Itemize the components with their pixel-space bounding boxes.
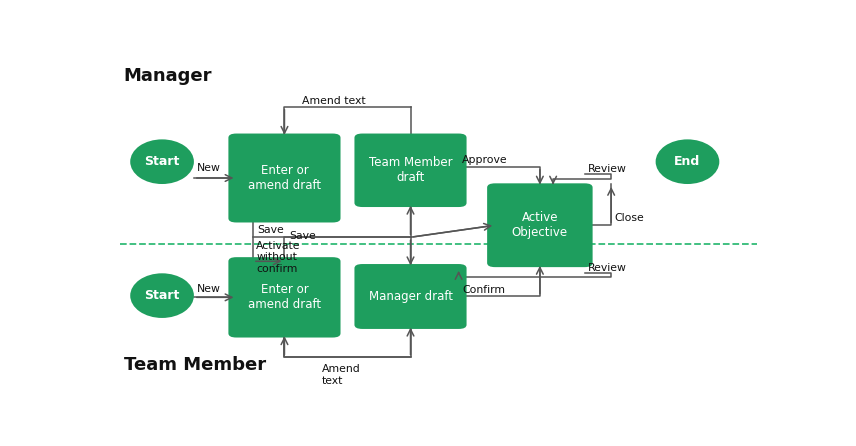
Text: Review: Review xyxy=(588,164,627,173)
Text: Amend text: Amend text xyxy=(302,95,366,106)
Text: Activate
without
confirm: Activate without confirm xyxy=(256,241,300,274)
Text: Amend
text: Amend text xyxy=(322,364,360,386)
Text: Team Member: Team Member xyxy=(123,356,265,374)
Text: Save: Save xyxy=(258,225,284,235)
Text: New: New xyxy=(197,163,221,173)
Text: Start: Start xyxy=(145,155,180,168)
Text: Enter or
amend draft: Enter or amend draft xyxy=(248,164,321,192)
Text: Team Member
draft: Team Member draft xyxy=(369,156,452,184)
Text: Approve: Approve xyxy=(462,155,508,165)
Ellipse shape xyxy=(130,273,194,318)
Text: Confirm: Confirm xyxy=(462,285,505,295)
Text: Close: Close xyxy=(615,213,645,223)
Text: End: End xyxy=(675,155,700,168)
Ellipse shape xyxy=(656,139,719,184)
Ellipse shape xyxy=(130,139,194,184)
Text: Save: Save xyxy=(289,231,316,241)
Text: Manager: Manager xyxy=(123,67,212,85)
FancyBboxPatch shape xyxy=(487,183,592,267)
Text: Review: Review xyxy=(588,263,627,273)
Text: Enter or
amend draft: Enter or amend draft xyxy=(248,283,321,311)
Text: Manager draft: Manager draft xyxy=(368,290,453,303)
Text: Active
Objective: Active Objective xyxy=(512,211,568,239)
FancyBboxPatch shape xyxy=(229,257,341,338)
FancyBboxPatch shape xyxy=(354,264,467,329)
FancyBboxPatch shape xyxy=(229,133,341,223)
Text: New: New xyxy=(197,284,221,294)
FancyBboxPatch shape xyxy=(354,133,467,207)
Text: Start: Start xyxy=(145,289,180,302)
